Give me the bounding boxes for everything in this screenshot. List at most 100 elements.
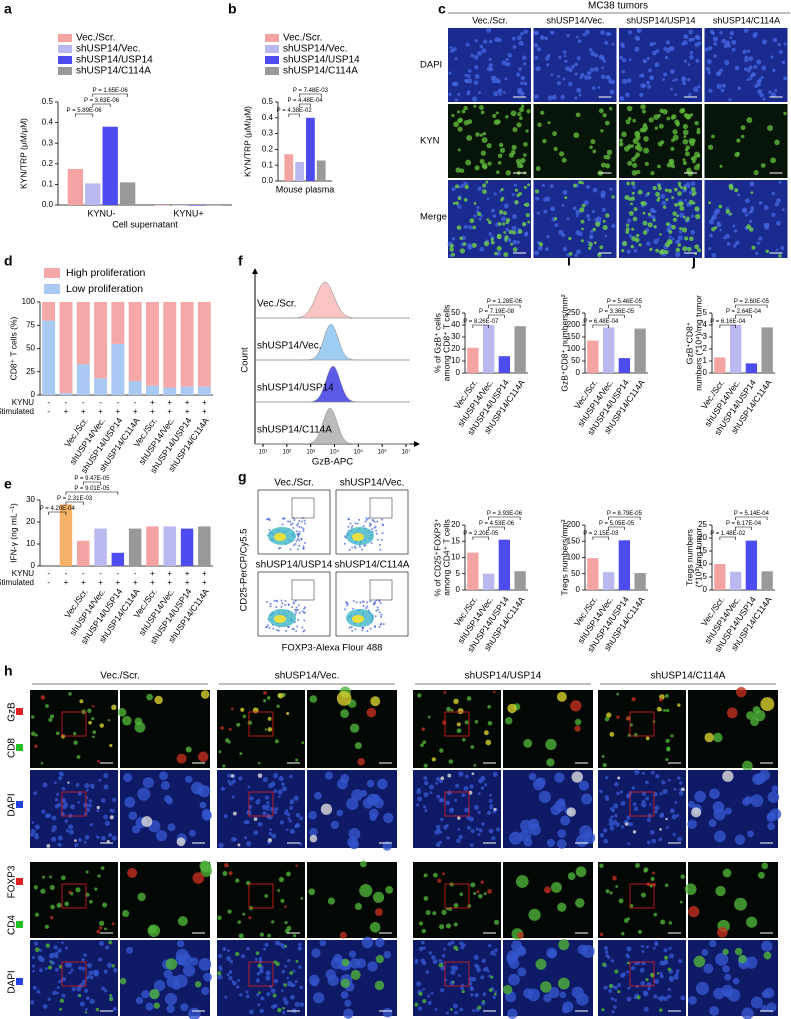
event bbox=[376, 606, 379, 609]
cell bbox=[481, 822, 485, 826]
cell bbox=[263, 699, 267, 703]
bar bbox=[514, 571, 526, 590]
cell bbox=[512, 214, 517, 219]
cell bbox=[289, 799, 295, 805]
cell bbox=[663, 948, 668, 953]
cell bbox=[645, 780, 649, 785]
cell bbox=[79, 982, 85, 988]
cell bbox=[258, 959, 263, 964]
cell bbox=[759, 769, 771, 781]
cell bbox=[298, 965, 302, 969]
row-label: KYN bbox=[420, 136, 440, 147]
bar bbox=[67, 168, 84, 205]
cell bbox=[581, 227, 584, 231]
cell bbox=[525, 213, 530, 218]
legend-swatch bbox=[58, 45, 72, 53]
cell bbox=[263, 690, 267, 695]
y-tick-label: 0 bbox=[31, 390, 36, 399]
bar bbox=[77, 540, 90, 566]
cell bbox=[92, 735, 95, 739]
cell bbox=[496, 119, 501, 125]
cell bbox=[524, 202, 530, 208]
cell bbox=[453, 81, 459, 87]
cell bbox=[664, 250, 669, 255]
cell bbox=[658, 837, 663, 842]
p-value: P = 1.48E-02 bbox=[710, 531, 746, 537]
y-axis-label: Tregs numbers bbox=[684, 529, 694, 586]
cell bbox=[734, 947, 743, 956]
cell bbox=[574, 72, 578, 76]
cell bbox=[516, 945, 526, 955]
cell bbox=[480, 880, 484, 884]
event bbox=[371, 528, 374, 531]
cell bbox=[67, 824, 74, 830]
cell bbox=[228, 781, 234, 786]
cell bbox=[64, 901, 70, 907]
cell bbox=[570, 700, 582, 712]
cell bbox=[620, 931, 625, 936]
cell bbox=[31, 964, 35, 968]
cell bbox=[372, 891, 385, 903]
cell bbox=[693, 955, 706, 968]
cell bbox=[457, 827, 461, 831]
cell bbox=[502, 222, 506, 226]
micrograph bbox=[30, 770, 118, 848]
event bbox=[304, 606, 307, 609]
cell bbox=[265, 975, 271, 981]
cell bbox=[590, 139, 596, 145]
cell bbox=[490, 237, 494, 242]
cell bbox=[562, 246, 568, 252]
cell bbox=[231, 779, 236, 784]
cell bbox=[641, 799, 646, 804]
cell bbox=[611, 223, 616, 229]
y-tick-label: 0.2 bbox=[42, 159, 54, 168]
legend-label: shUSP14/C114A bbox=[76, 66, 151, 77]
cell bbox=[544, 886, 551, 894]
cell bbox=[493, 91, 499, 97]
y-tick-label: 10 bbox=[451, 553, 460, 562]
cell bbox=[511, 144, 517, 151]
significance-bracket bbox=[488, 314, 505, 318]
zoom-box bbox=[248, 791, 274, 817]
y-axis-label: (*10³)/mg tumor bbox=[693, 528, 703, 588]
cell bbox=[39, 948, 43, 952]
condition-sign: - bbox=[117, 569, 120, 578]
bar bbox=[745, 540, 758, 590]
cell bbox=[227, 773, 232, 778]
cell bbox=[220, 726, 224, 730]
column-label: shUSP14/USP14 bbox=[626, 15, 695, 25]
cell bbox=[521, 222, 527, 227]
y-axis-label: KYN/TRP (μM/μM) bbox=[18, 118, 28, 189]
cell bbox=[458, 834, 464, 840]
cell bbox=[685, 145, 691, 150]
cell bbox=[471, 96, 478, 102]
cell bbox=[659, 697, 663, 702]
cell bbox=[722, 770, 734, 782]
cell bbox=[476, 890, 480, 894]
cell bbox=[78, 966, 82, 970]
cell bbox=[574, 96, 578, 100]
cell bbox=[222, 946, 227, 952]
cell bbox=[308, 974, 320, 986]
cell bbox=[420, 958, 426, 964]
row-label: Stimulated bbox=[0, 578, 34, 587]
cell bbox=[84, 834, 90, 840]
y-tick-label: 0.0 bbox=[262, 176, 274, 185]
cell bbox=[604, 716, 610, 722]
cell bbox=[605, 213, 610, 218]
bar bbox=[284, 154, 294, 181]
cell bbox=[477, 832, 481, 836]
cell bbox=[237, 920, 242, 924]
cell bbox=[340, 709, 349, 718]
cell bbox=[426, 994, 431, 998]
cell bbox=[255, 951, 260, 955]
cell bbox=[589, 230, 594, 234]
cell bbox=[366, 793, 379, 806]
bar-segment bbox=[180, 302, 194, 387]
cell bbox=[417, 796, 423, 802]
cell bbox=[497, 153, 503, 159]
event bbox=[297, 604, 300, 607]
cell bbox=[518, 229, 523, 234]
cell bbox=[61, 993, 66, 998]
cell bbox=[744, 213, 749, 217]
